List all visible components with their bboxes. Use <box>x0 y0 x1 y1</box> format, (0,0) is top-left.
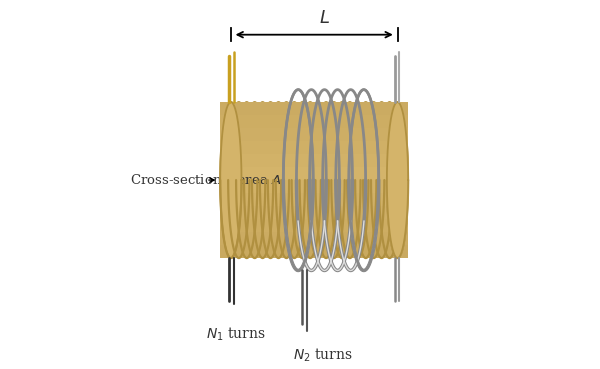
Bar <box>220 154 408 167</box>
Text: $N_2$ turns: $N_2$ turns <box>293 347 353 364</box>
Bar <box>220 206 408 219</box>
Bar <box>220 193 408 206</box>
Bar <box>220 115 408 128</box>
Polygon shape <box>387 102 408 258</box>
Polygon shape <box>220 102 241 258</box>
Text: Cross-sectional area $A$: Cross-sectional area $A$ <box>130 173 281 187</box>
Bar <box>220 219 408 232</box>
Bar <box>220 245 408 258</box>
Text: $L$: $L$ <box>319 9 330 27</box>
Bar <box>220 167 408 180</box>
Bar <box>220 141 408 154</box>
Text: $N_1$ turns: $N_1$ turns <box>206 325 266 343</box>
Bar <box>220 102 408 258</box>
Bar <box>220 102 408 115</box>
Bar <box>220 232 408 245</box>
Bar <box>220 128 408 141</box>
Bar <box>220 180 408 193</box>
